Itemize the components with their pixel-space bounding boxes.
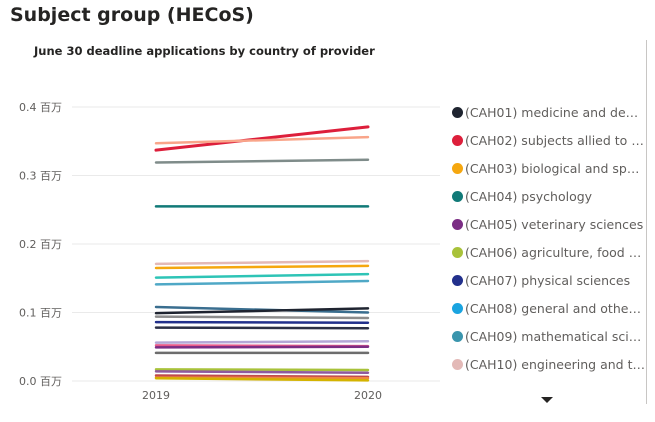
legend-item[interactable]: (CAH06) agriculture, food an...: [452, 238, 648, 266]
legend-marker-icon: [452, 330, 463, 342]
legend-label: (CAH10) engineering and tec...: [465, 356, 645, 372]
series-line[interactable]: [154, 125, 370, 152]
legend-marker-icon: [452, 162, 463, 174]
y-tick-label: 0.2 百万: [19, 238, 62, 251]
legend-label: (CAH03) biological and sport...: [465, 160, 645, 176]
x-tick-label: 2019: [142, 389, 170, 402]
series-line[interactable]: [154, 326, 370, 330]
legend-label: (CAH09) mathematical scien...: [465, 328, 645, 344]
legend-item[interactable]: (CAH09) mathematical scien...: [452, 322, 648, 350]
legend-marker-icon: [452, 274, 463, 286]
legend-marker-icon: [452, 302, 463, 314]
legend-marker-icon: [452, 246, 463, 258]
legend-marker-icon: [452, 106, 463, 118]
legend-marker-icon: [452, 134, 463, 146]
legend-label: (CAH02) subjects allied to m...: [465, 132, 645, 148]
legend-label: (CAH05) veterinary sciences: [465, 216, 644, 232]
chart-title: June 30 deadline applications by country…: [34, 44, 375, 58]
series-line[interactable]: [154, 320, 370, 325]
series-line[interactable]: [154, 315, 370, 320]
y-tick-label: 0.4 百万: [19, 101, 62, 114]
chart-legend: (CAH01) medicine and denti... (CAH02) sub…: [452, 98, 648, 378]
legend-marker-icon: [452, 358, 463, 370]
legend-scroll-down-icon[interactable]: [541, 397, 553, 403]
series-line[interactable]: [154, 345, 370, 349]
legend-marker-icon: [452, 218, 463, 230]
legend-label: (CAH08) general and others i...: [465, 300, 645, 316]
visual-border: [646, 40, 647, 404]
series-line[interactable]: [154, 368, 370, 372]
y-tick-label: 0.1 百万: [19, 307, 62, 320]
legend-label: (CAH07) physical sciences: [465, 272, 631, 288]
legend-item[interactable]: (CAH08) general and others i...: [452, 294, 648, 322]
series-line[interactable]: [154, 135, 370, 145]
legend-item[interactable]: (CAH10) engineering and tec...: [452, 350, 648, 378]
y-tick-label: 0.3 百万: [19, 170, 62, 183]
series-line[interactable]: [154, 272, 370, 279]
x-tick-label: 2020: [354, 389, 382, 402]
series-line[interactable]: [154, 259, 370, 266]
series-line[interactable]: [154, 340, 370, 344]
legend-item[interactable]: (CAH04) psychology: [452, 182, 648, 210]
page-title: Subject group (HECoS): [10, 4, 254, 26]
legend-item[interactable]: (CAH07) physical sciences: [452, 266, 648, 294]
legend-label: (CAH01) medicine and denti...: [465, 104, 645, 120]
series-line[interactable]: [154, 158, 370, 164]
series-line[interactable]: [154, 264, 370, 270]
y-tick-label: 0.0 百万: [19, 375, 62, 388]
legend-label: (CAH04) psychology: [465, 188, 593, 204]
series-line[interactable]: [154, 279, 370, 286]
legend-item[interactable]: (CAH02) subjects allied to m...: [452, 126, 648, 154]
legend-marker-icon: [452, 190, 463, 202]
legend-item[interactable]: (CAH05) veterinary sciences: [452, 210, 648, 238]
series-line[interactable]: [154, 374, 370, 379]
series-line[interactable]: [154, 370, 370, 375]
legend-item[interactable]: (CAH01) medicine and denti...: [452, 98, 648, 126]
series-line[interactable]: [154, 377, 370, 382]
legend-label: (CAH06) agriculture, food an...: [465, 244, 645, 260]
legend-item[interactable]: (CAH03) biological and sport...: [452, 154, 648, 182]
series-line[interactable]: [154, 307, 370, 315]
